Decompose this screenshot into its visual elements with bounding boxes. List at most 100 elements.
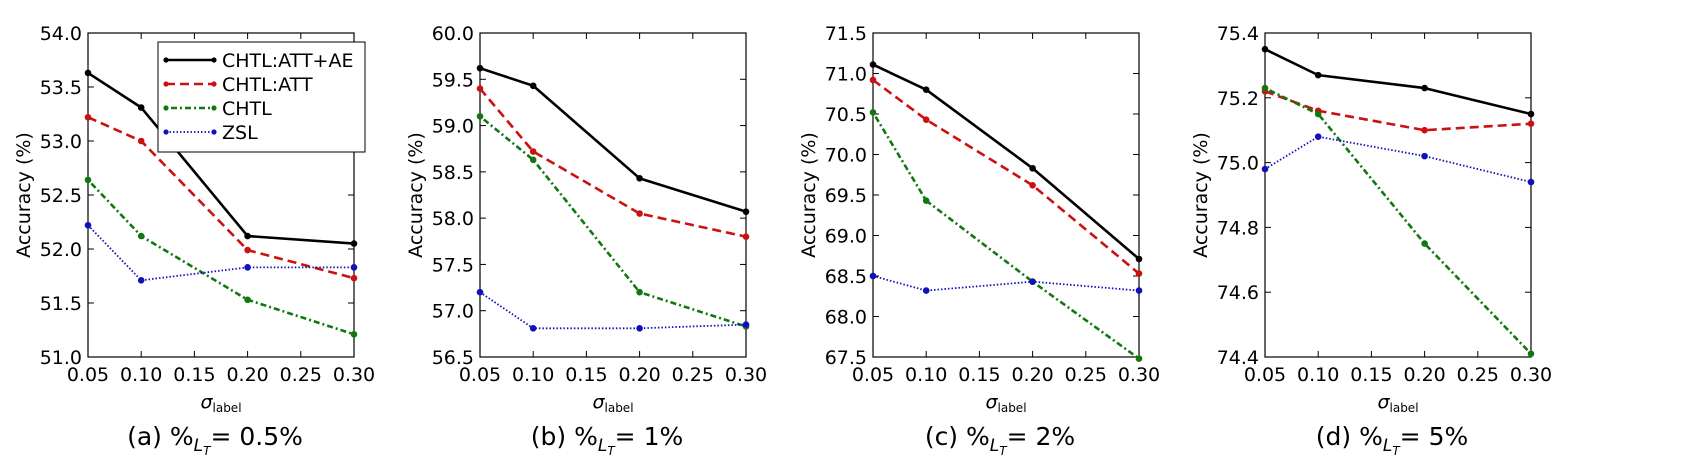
data-point xyxy=(1527,350,1535,358)
data-point xyxy=(869,61,877,68)
legend-marker xyxy=(163,81,169,87)
x-tick-label: 0.30 xyxy=(1510,364,1552,386)
data-point xyxy=(1314,110,1322,118)
x-tick-label: 0.20 xyxy=(1403,364,1445,386)
x-tick-label: 0.30 xyxy=(725,364,767,386)
x-tick-label: 0.25 xyxy=(672,364,714,386)
y-tick-label: 67.5 xyxy=(825,347,867,369)
caption-subsub: T xyxy=(999,444,1008,458)
y-tick-label: 74.6 xyxy=(1217,282,1259,304)
x-tick-label: 0.25 xyxy=(1457,364,1499,386)
series-line-zsl xyxy=(1264,135,1532,183)
data-point xyxy=(529,82,537,90)
x-tick-label: 0.20 xyxy=(618,364,660,386)
data-point xyxy=(476,113,484,120)
data-point xyxy=(1029,164,1036,172)
x-tick-label: 0.30 xyxy=(333,364,375,386)
x-axis-label: σlabel xyxy=(1377,391,1418,415)
y-tick-label: 75.4 xyxy=(1217,23,1259,45)
data-point xyxy=(476,64,484,72)
series-line-chtl-att xyxy=(479,87,747,238)
y-axis-label: Accuracy (%) xyxy=(13,132,35,258)
chart-panel-d: 74.4 74.6 74.8 75.0 75.2 75.4 0.05 0.10 0.15 0.20… xyxy=(1190,23,1552,458)
data-point xyxy=(350,240,358,247)
data-point xyxy=(137,277,145,284)
caption-value: = 2% xyxy=(1007,422,1076,451)
data-point xyxy=(1421,240,1428,247)
x-tick-label: 0.05 xyxy=(459,364,501,386)
y-tick-label: 58.0 xyxy=(432,208,474,230)
subplot-caption: (d) %LT= 5% xyxy=(1316,422,1468,458)
data-point xyxy=(636,210,643,217)
y-tick-label: 51.5 xyxy=(40,293,82,315)
y-tick-label: 58.5 xyxy=(432,162,474,184)
x-axis-label: σlabel xyxy=(592,391,633,415)
data-point xyxy=(529,156,537,164)
data-point xyxy=(1421,152,1428,160)
data-point xyxy=(1421,126,1428,134)
series-line-chtl xyxy=(871,111,1140,360)
y-tick-label: 53.0 xyxy=(40,131,82,153)
series-line-chtl xyxy=(479,115,747,328)
series-line-chtl-att-ae xyxy=(1264,48,1532,116)
legend-entry-label: ZSL xyxy=(222,122,258,144)
data-point xyxy=(244,232,251,240)
subplot-caption: (c) %LT= 2% xyxy=(925,422,1075,458)
y-tick-label: 54.0 xyxy=(40,23,82,45)
x-tick-label: 0.05 xyxy=(852,364,894,386)
y-tick-label: 69.0 xyxy=(825,226,867,248)
caption-prefix: (d) % xyxy=(1316,422,1383,451)
data-point xyxy=(350,274,358,282)
y-tick-label: 71.0 xyxy=(825,64,867,86)
x-tick-label: 0.20 xyxy=(226,364,268,386)
data-point xyxy=(742,321,750,328)
y-tick-label: 51.0 xyxy=(40,347,82,369)
x-tick-label: 0.15 xyxy=(958,364,1000,386)
data-point xyxy=(1135,287,1143,294)
data-point xyxy=(529,148,537,155)
x-tick-label: 0.10 xyxy=(120,364,162,386)
y-tick-label: 52.0 xyxy=(40,239,82,261)
data-point xyxy=(1029,278,1036,285)
series-line-chtl-att-ae xyxy=(872,63,1140,260)
data-point xyxy=(922,197,930,204)
x-axis-label-sub: label xyxy=(1390,401,1419,415)
x-tick-label: 0.25 xyxy=(1065,364,1107,386)
data-point xyxy=(922,116,930,123)
data-point xyxy=(1527,120,1535,128)
y-tick-label: 70.5 xyxy=(825,104,867,126)
data-point xyxy=(84,221,92,229)
y-tick-label: 68.5 xyxy=(825,266,867,288)
y-tick-label: 75.0 xyxy=(1217,153,1259,175)
data-point xyxy=(476,288,484,296)
x-tick-label: 0.15 xyxy=(173,364,215,386)
data-point xyxy=(922,86,930,93)
data-point xyxy=(137,137,145,145)
y-tick-label: 70.0 xyxy=(825,145,867,167)
series-line-zsl xyxy=(87,224,354,282)
data-point xyxy=(1135,270,1143,277)
series-line-chtl-att xyxy=(1264,90,1532,132)
legend-marker xyxy=(211,129,217,135)
data-point xyxy=(742,233,750,240)
caption-value: = 5% xyxy=(1400,422,1469,451)
legend-marker xyxy=(211,105,217,111)
data-point xyxy=(350,264,358,271)
series-line-zsl xyxy=(479,291,747,330)
caption-sub: L xyxy=(598,436,607,456)
data-point xyxy=(1261,165,1269,173)
x-tick-label: 0.15 xyxy=(1350,364,1392,386)
data-point xyxy=(84,113,92,121)
data-point xyxy=(244,246,251,254)
data-point xyxy=(636,175,643,182)
data-point xyxy=(869,76,877,84)
y-tick-label: 68.0 xyxy=(825,307,867,329)
charts-container: 51.0 51.5 52.0 52.5 53.0 53.5 54.0 0.05 0.10 0.15… xyxy=(13,23,1552,458)
legend-marker xyxy=(163,129,169,135)
series-line-chtl-att xyxy=(872,78,1140,275)
series-line-chtl-att xyxy=(87,116,355,280)
caption-subsub: T xyxy=(1392,444,1401,458)
caption-sub: L xyxy=(990,436,999,456)
x-axis-label: σlabel xyxy=(985,391,1026,415)
series-line-chtl-att-ae xyxy=(479,66,747,213)
